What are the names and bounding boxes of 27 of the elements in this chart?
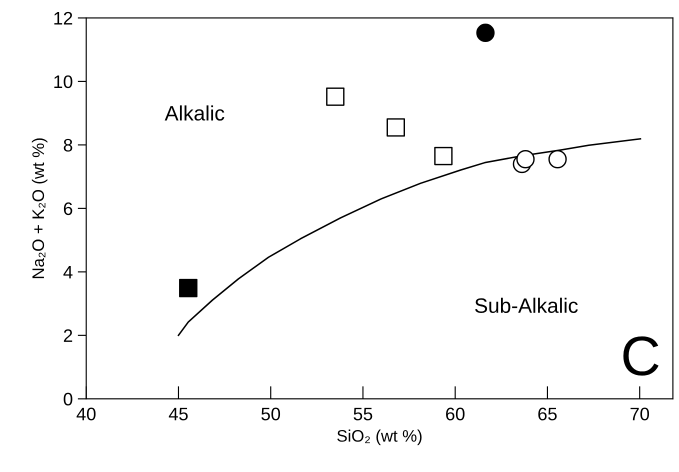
x-tick-label: 55 <box>354 408 372 420</box>
x-tick-label: 65 <box>538 408 557 420</box>
point <box>476 24 495 42</box>
point <box>516 150 535 168</box>
point <box>434 146 453 166</box>
x-tick-label: 40 <box>76 408 96 420</box>
x-tick-label: 50 <box>261 408 280 420</box>
annotation: Sub-Alkalic <box>475 298 578 314</box>
y-tick-label: 4 <box>63 266 73 278</box>
annotation: C <box>623 336 659 376</box>
y-tick-label: 6 <box>64 202 72 216</box>
y-tick-label: 12 <box>54 12 72 24</box>
point <box>548 150 567 168</box>
y-tick-label: 0 <box>64 392 72 406</box>
x-axis-title: SiO₂ (wt %) <box>337 430 422 446</box>
x-tick-label: 70 <box>630 408 650 420</box>
y-tick-label: 8 <box>64 138 72 152</box>
point <box>179 278 198 298</box>
x-tick-label: 45 <box>168 408 188 420</box>
y-tick-label: 10 <box>54 75 72 88</box>
point <box>326 87 344 106</box>
y-tick-label: 2 <box>64 329 72 342</box>
line-series <box>178 138 642 336</box>
x-tick-label: 60 <box>446 408 465 420</box>
point <box>386 118 405 137</box>
annotation: Alkalic <box>164 105 224 121</box>
y-axis-title: Na₂O + K₂O (wt %) <box>32 138 48 278</box>
